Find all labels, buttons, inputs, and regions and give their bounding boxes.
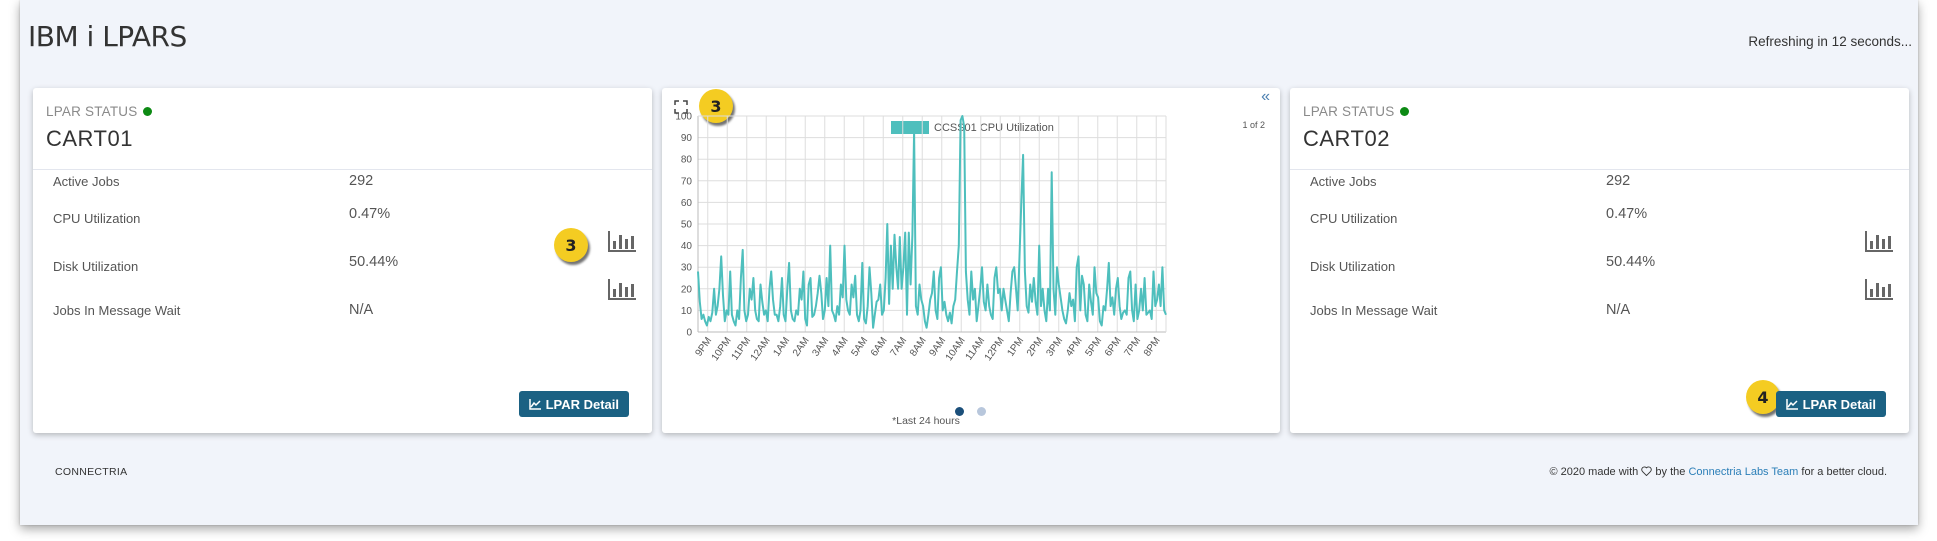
x-tick-label: 4AM [830, 335, 851, 358]
y-tick-label: 50 [681, 220, 693, 231]
metric-label: Jobs In Message Wait [53, 303, 181, 318]
lpar-card-cart01: LPAR STATUS CART01 Active Jobs 292 CPU U… [33, 88, 652, 433]
lpar-name: CART01 [46, 126, 133, 151]
carousel-dot[interactable] [977, 407, 986, 416]
x-tick-label: 1AM [771, 335, 792, 358]
metric-value: 292 [1606, 173, 1631, 189]
metric-label: Active Jobs [1310, 174, 1377, 189]
metric-value: 0.47% [1606, 206, 1648, 222]
metric-label: Disk Utilization [53, 259, 139, 274]
lpar-detail-button[interactable]: LPAR Detail [1775, 391, 1886, 417]
metric-value: N/A [349, 302, 374, 318]
metric-label: CPU Utilization [53, 211, 141, 226]
y-tick-label: 0 [686, 328, 692, 339]
bar-chart-icon[interactable] [1864, 277, 1894, 301]
dashboard-frame: IBM i LPARS Refreshing in 12 seconds... … [20, 0, 1918, 525]
y-tick-label: 60 [681, 198, 693, 209]
bar-chart-icon[interactable] [1864, 229, 1894, 253]
metric-value: 0.47% [349, 206, 391, 222]
button-label: LPAR Detail [1802, 396, 1876, 412]
y-tick-label: 80 [681, 155, 693, 166]
x-tick-label: 8AM [908, 335, 929, 358]
status-online-indicator [143, 107, 153, 116]
x-tick-label: 2AM [791, 335, 812, 358]
cpu-chart-card: 3 « CCSS01 CPU Utilization 1 of 2 0 10 20 3… [662, 88, 1280, 433]
chart-page-indicator: 1 of 2 [1242, 120, 1265, 130]
lpar-status-label: LPAR STATUS [46, 104, 652, 119]
legend-swatch [891, 121, 929, 134]
metric-label: CPU Utilization [1310, 211, 1398, 226]
y-tick-label: 10 [681, 306, 693, 317]
x-tick-label: 6AM [869, 335, 890, 358]
x-tick-label: 7PM [1122, 335, 1143, 358]
x-tick-label: 6PM [1103, 335, 1124, 358]
y-tick-label: 40 [681, 241, 693, 252]
metric-label: Active Jobs [53, 174, 120, 189]
lpar-detail-button[interactable]: LPAR Detail [518, 391, 629, 417]
metric-label: Jobs In Message Wait [1310, 303, 1438, 318]
footer-brand: CONNECTRIA [55, 466, 128, 478]
x-tick-label: 3PM [1044, 335, 1065, 358]
step-badge: 3 [554, 228, 588, 262]
connectria-labs-link[interactable]: Connectria Labs Team [1688, 466, 1799, 478]
chart-footnote: *Last 24 hours [892, 415, 960, 427]
button-label: LPAR Detail [545, 396, 619, 412]
y-tick-label: 70 [681, 176, 693, 187]
bar-chart-icon[interactable] [607, 229, 637, 253]
x-tick-label: 3AM [810, 335, 831, 358]
credit-prefix: © 2020 made with [1549, 466, 1639, 478]
y-tick-label: 100 [675, 112, 692, 123]
status-label-text: LPAR STATUS [46, 104, 138, 119]
heart-icon [1641, 466, 1653, 477]
metric-value: 50.44% [349, 254, 399, 270]
cpu-utilization-chart: 01020304050607080901009PM10PM11PM12AM1AM… [675, 112, 1167, 363]
y-tick-label: 90 [681, 133, 693, 144]
line-chart-icon [528, 398, 541, 410]
lpar-status-label: LPAR STATUS [1303, 104, 1909, 119]
bar-chart-icon[interactable] [607, 277, 637, 301]
x-tick-label: 5PM [1083, 335, 1104, 358]
credit-suffix: for a better cloud. [1801, 466, 1887, 478]
x-tick-label: 4PM [1064, 335, 1085, 358]
carousel-dot-active[interactable] [955, 407, 964, 416]
card-header: LPAR STATUS CART02 [1290, 88, 1909, 170]
x-tick-label: 8PM [1142, 335, 1163, 358]
metric-label: Disk Utilization [1310, 259, 1396, 274]
carousel-dots [955, 407, 986, 416]
expand-icon[interactable] [674, 100, 688, 114]
x-tick-label: 1PM [1005, 335, 1026, 358]
footer-credit: © 2020 made with by the Connectria Labs … [1549, 466, 1887, 478]
step-badge: 4 [1746, 380, 1780, 414]
line-chart-icon [1785, 398, 1798, 410]
credit-by: by the [1655, 466, 1686, 478]
double-chevron-left-icon[interactable]: « [1261, 88, 1270, 105]
page-title: IBM i LPARS [28, 20, 187, 53]
status-label-text: LPAR STATUS [1303, 104, 1395, 119]
metric-value: N/A [1606, 302, 1631, 318]
status-online-indicator [1400, 107, 1410, 116]
y-tick-label: 30 [681, 263, 693, 274]
metric-value: 292 [349, 173, 374, 189]
card-header: LPAR STATUS CART01 [33, 88, 652, 170]
refresh-countdown: Refreshing in 12 seconds... [1748, 34, 1912, 49]
x-tick-label: 5AM [849, 335, 870, 358]
lpar-name: CART02 [1303, 126, 1390, 151]
x-tick-label: 10PM [710, 335, 734, 363]
series-line-cpu-utilization [697, 115, 1167, 329]
x-tick-label: 12AM [749, 335, 773, 363]
x-tick-label: 7AM [888, 335, 909, 358]
x-tick-label: 2PM [1025, 335, 1046, 358]
y-tick-label: 20 [681, 284, 693, 295]
lpar-card-cart02: LPAR STATUS CART02 Active Jobs 292 CPU U… [1290, 88, 1909, 433]
metric-value: 50.44% [1606, 254, 1656, 270]
x-tick-label: 12PM [983, 335, 1007, 363]
x-tick-label: 10AM [944, 335, 968, 363]
